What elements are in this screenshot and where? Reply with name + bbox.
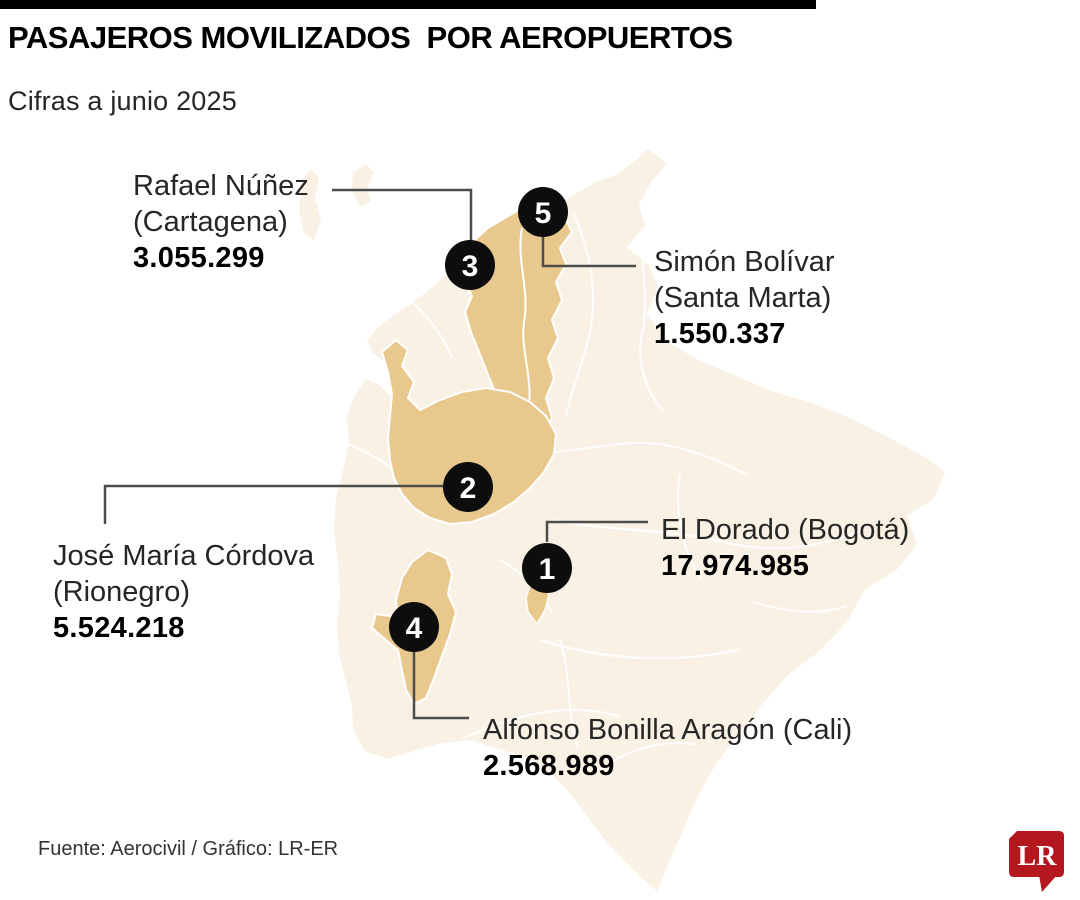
lr-logo: LR (1009, 831, 1064, 892)
airport-name: Rafael Núñez (133, 170, 309, 202)
connector-lines (103, 188, 648, 720)
airport-name: El Dorado (Bogotá) (661, 514, 910, 546)
airport-label-el-dorado: El Dorado (Bogotá) 17.974.985 (661, 512, 909, 584)
airport-value: 2.568.989 (483, 750, 615, 782)
airport-value: 5.524.218 (53, 612, 185, 644)
marker-5 (518, 187, 568, 237)
airport-label-jose-maria-cordova: José María Córdova (Rionegro) 5.524.218 (53, 538, 314, 646)
airport-value: 17.974.985 (661, 550, 810, 582)
airport-label-simon-bolivar: Simón Bolívar (Santa Marta) 1.550.337 (654, 244, 835, 352)
connector-jose-maria (103, 484, 443, 524)
airport-value: 3.055.299 (133, 242, 265, 274)
connector-simon-bolivar (541, 236, 636, 268)
island-shape (296, 166, 324, 244)
marker-4-number: 4 (406, 612, 423, 645)
airport-label-rafael-nunez: Rafael Núñez (Cartagena) 3.055.299 (133, 168, 309, 276)
headline-bar (0, 0, 816, 9)
connector-el-dorado (545, 520, 648, 542)
airport-label-alfonso-bonilla: Alfonso Bonilla Aragón (Cali) 2.568.989 (483, 712, 852, 784)
airport-value: 1.550.337 (654, 318, 786, 350)
marker-1 (522, 543, 572, 593)
marker-3 (445, 240, 495, 290)
page-subtitle: Cifras a junio 2025 (8, 86, 237, 116)
connector-rafael-nunez (332, 188, 473, 241)
island-shape (349, 161, 377, 210)
airport-city: (Rionegro) (53, 576, 190, 608)
lr-logo-text: LR (1018, 841, 1058, 872)
airport-city: (Cartagena) (133, 206, 288, 238)
marker-1-number: 1 (539, 553, 556, 586)
lr-logo-bubble (1009, 831, 1064, 877)
lr-logo-tail (1039, 875, 1057, 892)
marker-3-number: 3 (462, 250, 479, 283)
source-note: Fuente: Aerocivil / Gráfico: LR-ER (38, 838, 339, 860)
marker-2-number: 2 (460, 472, 477, 505)
airport-name: José María Córdova (53, 540, 315, 572)
connector-alfonso (412, 650, 469, 720)
airport-city: (Santa Marta) (654, 282, 832, 314)
marker-5-number: 5 (535, 197, 552, 230)
marker-4 (389, 602, 439, 652)
airport-name: Simón Bolívar (654, 246, 835, 278)
marker-2 (443, 462, 493, 512)
department-borders (347, 213, 863, 771)
page-title: PASAJEROS MOVILIZADOS POR AEROPUERTOS (8, 20, 733, 55)
region-antioquia (381, 339, 557, 525)
airport-name: Alfonso Bonilla Aragón (Cali) (483, 714, 853, 746)
